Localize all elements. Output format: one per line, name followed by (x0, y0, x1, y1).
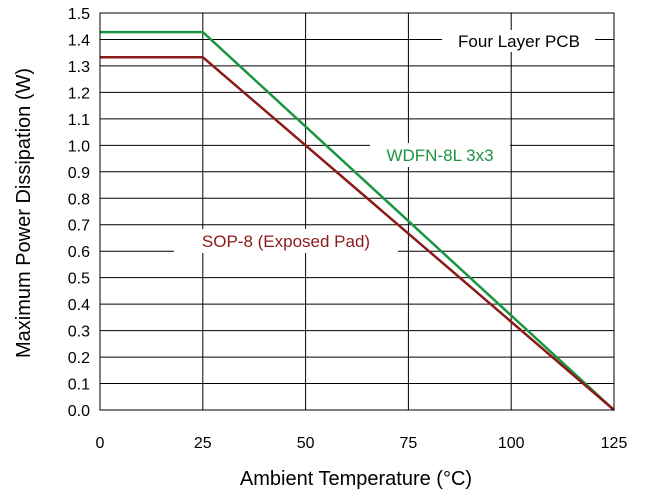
x-tick-label: 25 (194, 435, 212, 452)
series-line (100, 55, 615, 411)
y-tick-label: 0.8 (68, 191, 90, 208)
y-tick-label: 1.3 (68, 59, 90, 76)
x-tick-label: 75 (400, 435, 418, 452)
y-axis-label: Maximum Power Dissipation (W) (13, 68, 35, 358)
y-tick-label: 0.9 (68, 165, 90, 182)
y-tick-label: 0.7 (68, 218, 90, 235)
annotation-label: Four Layer PCB (458, 32, 580, 51)
y-tick-label: 1.0 (68, 138, 90, 155)
y-tick-label: 1.5 (68, 6, 90, 23)
x-tick-label: 125 (601, 435, 628, 452)
y-tick-label: 1.2 (68, 85, 90, 102)
series-lines (100, 30, 615, 411)
x-tick-labels: 0 25 50 75 100 125 (96, 435, 628, 452)
series-label: SOP-8 (Exposed Pad) (202, 232, 370, 251)
y-tick-label: 1.1 (68, 112, 90, 129)
x-axis-label: Ambient Temperature (°C) (240, 468, 472, 490)
y-tick-label: 0.1 (68, 377, 90, 394)
series-labels: WDFN-8L 3x3 SOP-8 (Exposed Pad) (174, 143, 510, 253)
y-tick-label: 0.0 (68, 403, 90, 420)
y-tick-label: 0.5 (68, 271, 90, 288)
y-tick-label: 0.6 (68, 244, 90, 261)
y-tick-label: 1.4 (68, 32, 90, 49)
annotation-box: Four Layer PCB (442, 30, 595, 52)
y-tick-label: 0.2 (68, 350, 90, 367)
grid (100, 13, 614, 410)
x-tick-label: 50 (297, 435, 315, 452)
y-tick-label: 0.3 (68, 324, 90, 341)
plot-frame (99, 12, 615, 411)
series-line (100, 30, 615, 411)
x-tick-label: 100 (498, 435, 525, 452)
series-label-background (174, 229, 398, 253)
x-tick-label: 0 (96, 435, 105, 452)
y-tick-labels: 0.0 0.1 0.2 0.3 0.4 0.5 0.6 0.7 0.8 0.9 1.0 1.1 1.2 1… (68, 6, 90, 420)
y-tick-label: 0.4 (68, 297, 90, 314)
annotation-background (442, 30, 595, 52)
series-label: WDFN-8L 3x3 (386, 146, 493, 165)
series-label-background (370, 143, 510, 167)
